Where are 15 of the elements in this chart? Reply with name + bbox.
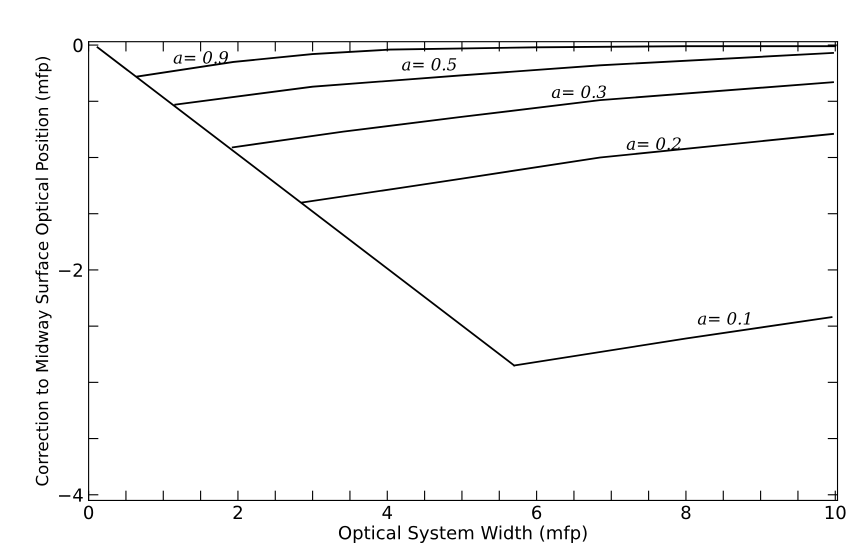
y-axis-title: Correction to Midway Surface Optical Position (mfp) — [35, 57, 52, 486]
y-tick-label: 0 — [73, 38, 83, 52]
annotation: a= 0.1 — [698, 312, 750, 325]
x-tick-label: 2 — [234, 506, 242, 519]
x-axis-title: Optical System Width (mfp) — [338, 526, 587, 543]
x-tick-label: 10 — [826, 506, 846, 520]
annotation: a= 0.3 — [552, 85, 606, 98]
x-tick-label: 0 — [84, 506, 94, 520]
annotation: a= 0.9 — [174, 51, 228, 64]
x-tick-label: 8 — [681, 506, 690, 520]
x-tick-label: 4 — [382, 506, 392, 519]
annotation: a= 0.5 — [402, 58, 456, 71]
y-tick-label: −4 — [59, 488, 83, 502]
y-tick-label: −2 — [59, 263, 82, 277]
x-tick-label: 6 — [532, 506, 542, 520]
